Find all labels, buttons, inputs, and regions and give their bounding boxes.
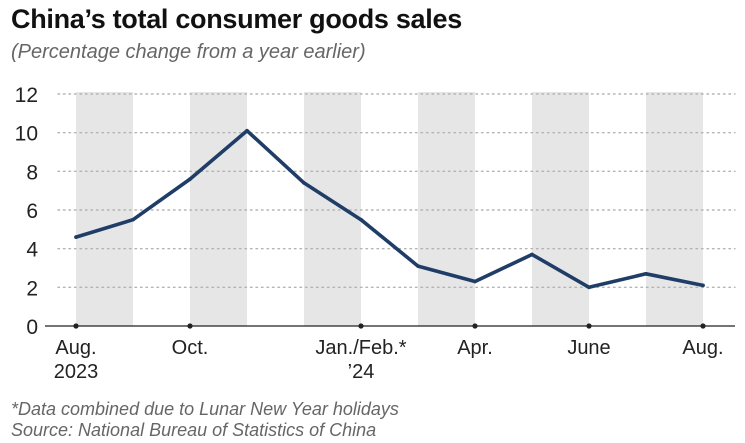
data-point: [302, 181, 306, 185]
data-point: [245, 128, 249, 133]
y-tick-label: 6: [26, 200, 38, 223]
x-tick-label: ’24: [348, 361, 375, 383]
shaded-band-4: [532, 92, 589, 326]
source-note: Source: National Bureau of Statistics of…: [11, 420, 377, 440]
x-tick-mark: [472, 323, 478, 329]
data-points: [74, 128, 705, 290]
data-point: [74, 235, 78, 239]
data-point: [359, 217, 363, 222]
x-tick-label: Oct.: [172, 337, 209, 359]
x-tick-label: Aug.: [55, 337, 96, 359]
y-tick-label: 10: [15, 123, 38, 146]
x-tick-mark: [73, 323, 79, 329]
x-tick-label: Jan./Feb.*: [315, 337, 406, 359]
y-tick-label: 8: [26, 161, 38, 184]
data-point: [131, 217, 135, 222]
data-point: [587, 285, 591, 290]
shaded-band-2: [304, 92, 361, 326]
series-layer: [74, 128, 705, 290]
data-point: [644, 272, 648, 276]
x-tick-mark: [586, 323, 592, 329]
shaded-band-1: [190, 92, 247, 326]
chart-title: China’s total consumer goods sales: [11, 4, 462, 34]
y-tick-label: 4: [26, 239, 38, 262]
data-point: [473, 279, 477, 284]
footnote: *Data combined due to Lunar New Year hol…: [11, 399, 399, 419]
y-tick-label: 12: [15, 84, 38, 107]
y-tick-label: 0: [26, 316, 38, 339]
shaded-band-5: [646, 92, 703, 326]
series-line: [74, 128, 705, 290]
x-tick-label: June: [567, 337, 610, 359]
x-tick-mark: [187, 323, 193, 329]
y-tick-label: 2: [26, 277, 38, 300]
x-tick-label: Aug.: [682, 337, 723, 359]
data-point: [416, 264, 420, 268]
shaded-band-0: [76, 92, 133, 326]
x-tick-mark: [358, 323, 364, 329]
data-point: [188, 177, 192, 181]
gridlines: [57, 93, 736, 289]
shaded-band-3: [418, 92, 475, 326]
x-tick-label: 2023: [54, 361, 99, 383]
x-tick-mark: [700, 323, 706, 329]
y-axis-ticks: 0 2 4 6 8 10 12: [15, 84, 39, 339]
data-point: [701, 283, 705, 288]
data-point: [530, 252, 534, 257]
x-tick-label: Apr.: [457, 337, 493, 359]
shaded-bands: [76, 92, 703, 326]
chart-subtitle: (Percentage change from a year earlier): [11, 41, 366, 63]
